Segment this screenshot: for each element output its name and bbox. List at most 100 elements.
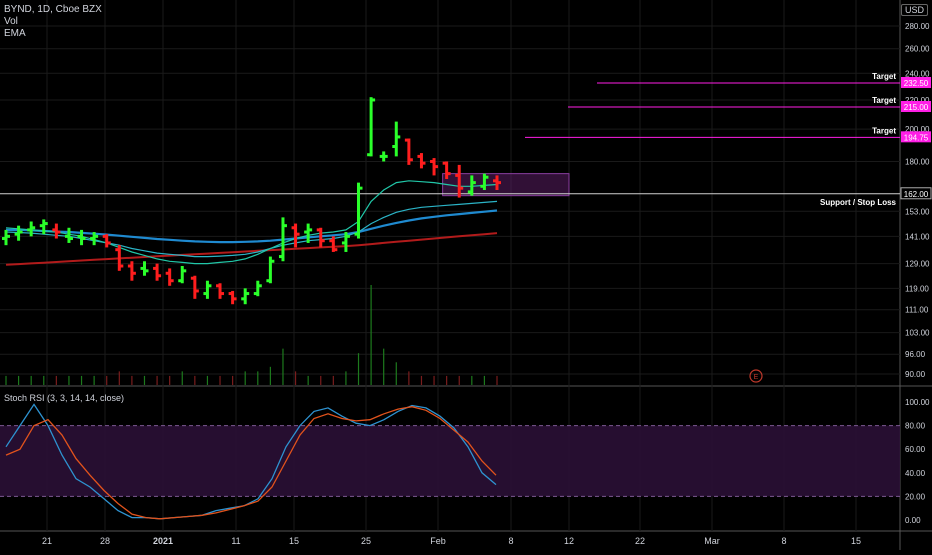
y-tick-label: 141.00: [905, 232, 930, 241]
x-tick-label: 15: [851, 536, 861, 546]
volume-bar: [357, 353, 360, 385]
volume-bar: [17, 375, 20, 385]
x-tick-label: 21: [42, 536, 52, 546]
volume-bar: [232, 375, 234, 385]
stoch-y-tick-label: 40.00: [905, 469, 926, 478]
y-tick-label: 200.00: [905, 125, 930, 134]
y-tick-label: 129.00: [905, 260, 930, 269]
volume-bar: [118, 371, 120, 385]
ema-slow-line: [6, 209, 498, 244]
y-tick-label: 119.00: [905, 284, 929, 293]
volume-bar: [55, 375, 57, 385]
volume-bar: [194, 375, 196, 385]
x-tick-label: 12: [564, 536, 574, 546]
ema-fast-line: [5, 180, 498, 265]
volume-bar: [257, 371, 259, 385]
x-tick-label: 28: [100, 536, 110, 546]
price-badge-label: 215.00: [904, 103, 929, 112]
price-badge: [901, 131, 931, 143]
volume-bar: [370, 285, 372, 385]
volume-bar: [169, 375, 171, 385]
x-tick-label: 22: [635, 536, 645, 546]
y-tick-label: 180.00: [905, 157, 930, 166]
x-tick-label: 25: [361, 536, 371, 546]
x-tick-label: 2021: [153, 536, 173, 546]
y-tick-label: 96.00: [905, 350, 926, 359]
volume-bar: [282, 348, 284, 385]
y-tick-label: 153.00: [905, 207, 930, 216]
stoch-band: [0, 425, 900, 497]
target-label: Target: [872, 96, 896, 105]
volume-bar: [30, 375, 32, 385]
volume-bar: [408, 371, 410, 385]
y-tick-label: 260.00: [905, 45, 930, 54]
volume-bar: [345, 371, 347, 385]
volume-bar: [332, 375, 334, 385]
volume-bar: [106, 375, 108, 385]
volume-bar: [307, 375, 309, 385]
stoch-y-tick-label: 60.00: [905, 445, 926, 454]
volume-bar: [446, 375, 448, 385]
price-badge: [900, 187, 932, 200]
volume-bar: [131, 375, 133, 385]
volume-bar: [5, 375, 7, 385]
volume-bar: [206, 375, 209, 385]
volume-bar: [383, 348, 385, 385]
price-badge-label: 162.00: [904, 190, 929, 199]
ema-mid-line: [5, 200, 498, 258]
x-tick-label: 8: [508, 536, 513, 546]
volume-bar: [420, 375, 423, 385]
x-tick-label: 15: [289, 536, 299, 546]
volume-bar: [156, 375, 158, 385]
x-tick-label: 8: [781, 536, 786, 546]
volume-bar: [294, 371, 297, 385]
volume-bar: [244, 371, 246, 385]
price-badge-label: 194.75: [904, 133, 929, 142]
volume-label: Vol: [4, 16, 18, 27]
volume-bar: [471, 375, 473, 385]
volume-bar: [496, 375, 498, 385]
y-tick-label: 280.00: [905, 22, 930, 31]
x-tick-label: Feb: [430, 536, 446, 546]
volume-bar: [93, 375, 95, 385]
stoch-y-tick-label: 80.00: [905, 422, 926, 431]
ema-label: EMA: [4, 28, 26, 39]
volume-bar: [483, 375, 486, 385]
volume-bar: [458, 375, 460, 385]
volume-bar: [219, 375, 221, 385]
y-tick-label: 220.00: [905, 96, 930, 105]
price-badge: [901, 76, 931, 88]
y-tick-label: 240.00: [905, 69, 930, 78]
volume-bar: [80, 375, 83, 385]
volume-bar: [143, 375, 146, 385]
volume-bar: [68, 375, 70, 385]
x-tick-label: 11: [231, 536, 240, 546]
stoch-y-tick-label: 0.00: [905, 516, 921, 525]
stoch-y-tick-label: 100.00: [905, 398, 930, 407]
stoch-d-line: [5, 406, 497, 520]
earnings-event-marker: [749, 369, 763, 383]
volume-bar: [395, 362, 397, 385]
price-badge: [901, 100, 931, 112]
stoch-title: Stoch RSI (3, 3, 14, 14, close): [4, 393, 124, 403]
y-tick-label: 111.00: [905, 306, 929, 315]
target-label: Target: [872, 72, 896, 81]
symbol-title: BYND, 1D, Cboe BZX: [4, 4, 102, 15]
stoch-k-line: [5, 403, 497, 520]
y-tick-label: 103.00: [905, 329, 930, 338]
volume-bar: [181, 371, 183, 385]
target-label: Target: [872, 126, 896, 135]
volume-bar: [269, 366, 271, 385]
volume-bar: [320, 375, 322, 385]
x-tick-label: Mar: [704, 536, 720, 546]
support-label: Support / Stop Loss: [820, 198, 897, 207]
ema-long-line: [5, 232, 498, 266]
stoch-y-tick-label: 20.00: [905, 492, 926, 501]
earnings-event-label: E: [754, 374, 759, 381]
price-badge-label: 232.50: [904, 79, 929, 88]
y-tick-label: 90.00: [905, 370, 926, 379]
volume-bar: [433, 375, 435, 385]
currency-badge[interactable]: USD: [900, 4, 928, 16]
